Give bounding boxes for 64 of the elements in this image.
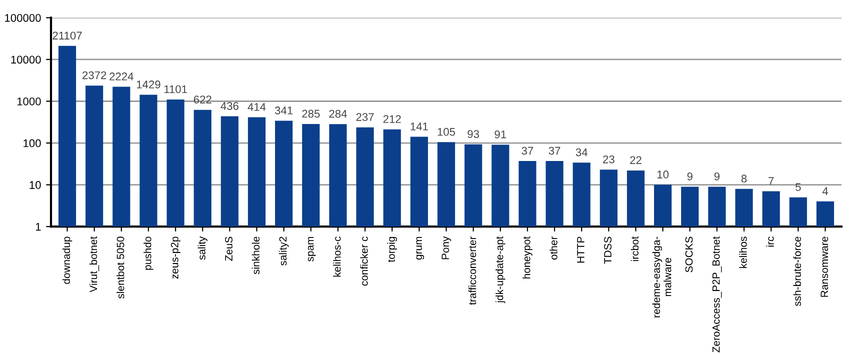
x-tick-label: spam bbox=[308, 236, 316, 262]
x-tick-label: redeme-easydga- malware bbox=[652, 236, 672, 318]
data-label: 22 bbox=[630, 156, 642, 164]
x-tick-label: SOCKS bbox=[685, 236, 693, 272]
data-label: 141 bbox=[410, 122, 428, 130]
x-tick-label: irc bbox=[766, 236, 774, 247]
data-label: 93 bbox=[468, 130, 480, 138]
data-label: 2372 bbox=[82, 71, 106, 80]
x-tick-label: Pony bbox=[442, 236, 452, 260]
y-tick-label: 100 bbox=[24, 139, 41, 148]
x-tick-label: torpig bbox=[387, 236, 397, 262]
y-tick-label: 10000 bbox=[11, 56, 41, 64]
x-tick-label: jdk-update-apt bbox=[496, 236, 506, 304]
data-label: 414 bbox=[248, 103, 266, 111]
data-label: 91 bbox=[494, 130, 506, 138]
x-tick-label: kelihos-c bbox=[333, 236, 341, 277]
x-tick-label: grum bbox=[416, 236, 424, 260]
data-label: 237 bbox=[356, 113, 374, 121]
x-tick-label: slentbot 5050 bbox=[116, 236, 124, 299]
x-tick-label: other bbox=[550, 236, 558, 260]
x-tick-label: sality2 bbox=[278, 236, 289, 266]
data-label: 4 bbox=[822, 187, 828, 195]
y-tick-label: 10 bbox=[30, 181, 41, 189]
x-tick-label: sinkhole bbox=[252, 236, 260, 274]
data-label: 37 bbox=[522, 146, 534, 155]
data-label: 5 bbox=[796, 183, 801, 191]
x-tick-label: trafficconverter bbox=[468, 236, 476, 305]
y-tick-label: 1000 bbox=[17, 98, 41, 106]
x-tick-label: Virut_botnet bbox=[89, 236, 100, 292]
x-tick-label: TDSS bbox=[604, 236, 612, 264]
x-tick-label: conficker c bbox=[360, 236, 368, 286]
x-tick-label: kelihos bbox=[739, 236, 747, 268]
x-tick-label: ircbot bbox=[630, 236, 639, 262]
x-tick-label: sality bbox=[198, 236, 208, 260]
data-label: 9 bbox=[714, 172, 720, 180]
data-label: 341 bbox=[274, 106, 293, 114]
data-label: 1429 bbox=[136, 80, 160, 88]
x-tick-label: HTTP bbox=[577, 236, 584, 263]
data-label: 105 bbox=[438, 128, 456, 136]
x-tick-label: zeus-p2p bbox=[170, 236, 180, 279]
data-label: 10 bbox=[657, 170, 669, 178]
x-tick-label: ZeuS bbox=[225, 236, 232, 261]
y-tick-label: 100000 bbox=[5, 14, 41, 22]
data-label: 284 bbox=[329, 110, 347, 118]
data-label: 622 bbox=[194, 96, 212, 104]
x-tick-label: Ransomware bbox=[820, 236, 828, 297]
x-tick-label: downadup bbox=[62, 236, 72, 284]
data-label: 23 bbox=[603, 155, 614, 164]
x-tick-label: ZeroAccess_P2P_Botnet bbox=[712, 236, 722, 352]
data-label: 7 bbox=[768, 177, 774, 185]
data-label: 1101 bbox=[164, 85, 187, 94]
data-label: 2224 bbox=[110, 72, 134, 80]
data-label: 212 bbox=[383, 115, 401, 123]
data-label: 21107 bbox=[52, 32, 82, 40]
data-label: 37 bbox=[548, 146, 560, 155]
y-tick-label: 1 bbox=[36, 222, 41, 231]
data-label: 8 bbox=[741, 174, 747, 182]
x-tick-label: ssh-brute-force bbox=[793, 236, 801, 306]
x-tick-label: honeypot bbox=[522, 236, 532, 278]
data-label: 436 bbox=[220, 102, 238, 110]
x-tick-label: pushdo bbox=[144, 236, 154, 270]
data-label: 9 bbox=[687, 172, 692, 180]
data-label: 34 bbox=[576, 148, 588, 156]
data-label: 285 bbox=[302, 110, 320, 118]
